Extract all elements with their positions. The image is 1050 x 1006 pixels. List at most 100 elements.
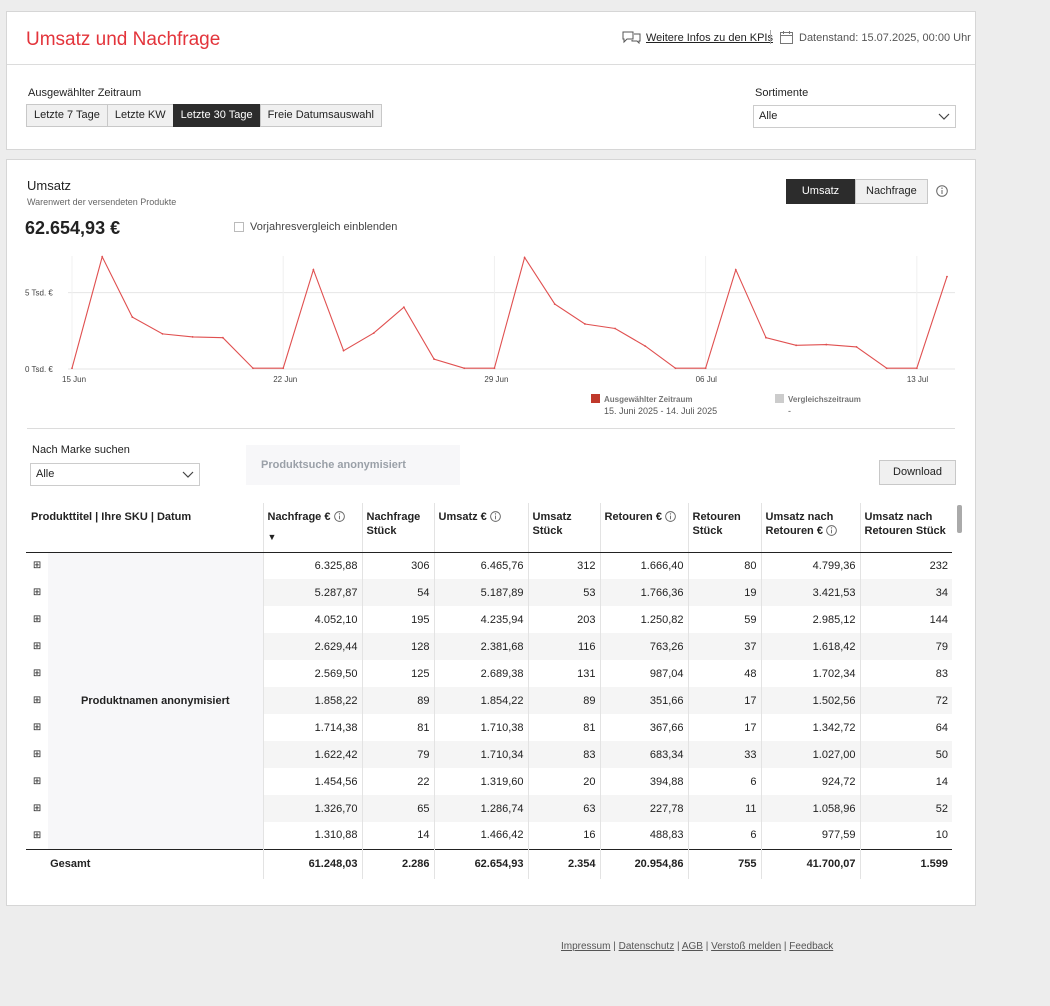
total-revenue: 62.654,93 € [25,218,121,238]
table-cell: 14 [362,822,435,849]
total-spacer [26,848,49,879]
product-search-input[interactable]: Produktsuche anonymisiert [246,445,460,485]
data-point [372,332,375,335]
sort-desc-icon[interactable]: ▼ [267,532,277,542]
table-cell: 488,83 [600,822,689,849]
table-cell: 16 [528,822,601,849]
table-cell: 4.235,94 [434,606,529,633]
table-header-row: Produkttitel | Ihre SKU | Datum Nachfrag… [26,503,952,553]
table-cell: 144 [929,613,948,626]
period-last-30-days[interactable]: Letzte 30 Tage [172,104,261,127]
table-cell: 1.710,38 [434,714,529,741]
data-point [252,367,254,370]
expand-icon[interactable]: ⊞ [32,641,42,652]
table-cell: 10 [935,829,948,842]
page-title: Umsatz und Nachfrage [26,29,221,50]
table-cell: 89 [528,687,601,714]
calendar-icon [780,31,793,44]
expand-icon[interactable]: ⊞ [32,803,42,814]
col-nachfrage-stk[interactable]: Nachfrage Stück [362,503,435,553]
table-cell: 1.027,00 [761,741,861,768]
col-umsatz-nach-retouren-eur[interactable]: Umsatz nach Retouren € [761,503,861,553]
legend-compare: Vergleichszeitraum - [775,394,861,416]
table-cell: 50 [860,741,952,768]
data-point [101,255,104,258]
x-tick-label: 29 Jun [484,375,508,384]
col-product[interactable]: Produkttitel | Ihre SKU | Datum [26,503,264,553]
legend-swatch-selected [591,394,600,403]
col-retouren-stk[interactable]: Retouren Stück [688,503,762,553]
col-umsatz-eur[interactable]: Umsatz € [434,503,529,553]
table-scrollbar[interactable] [957,505,962,533]
brand-select[interactable]: Alle [30,463,200,486]
col-retouren-eur[interactable]: Retouren € [600,503,689,553]
kpi-info-link[interactable]: Weitere Infos zu den KPIs [622,31,773,44]
period-last-week[interactable]: Letzte KW [106,104,174,127]
expand-icon[interactable]: ⊞ [32,668,42,679]
table-row: ⊞ 5.287,87 54 5.187,89 53 1.766,36 19 3.421,53 3… [26,579,952,606]
table-cell: 11 [688,795,762,822]
info-icon[interactable] [490,511,501,522]
table-cell: 17 [688,714,762,741]
expand-icon[interactable]: ⊞ [32,776,42,787]
info-icon[interactable] [665,511,676,522]
expand-icon[interactable]: ⊞ [32,722,42,733]
table-cell: 987,04 [600,660,689,687]
revenue-chart: 0 Tsd. € 5 Tsd. € 15 Jun 22 Jun 29 Jun 06 Jul… [25,255,955,384]
table-cell: 1.622,42 [263,741,363,768]
data-point [523,256,526,259]
toggle-umsatz[interactable]: Umsatz [786,179,855,204]
expand-icon[interactable]: ⊞ [32,695,42,706]
expand-icon[interactable]: ⊞ [32,587,42,598]
data-point [584,323,586,325]
footer-link-agb[interactable]: AGB [681,941,703,952]
expand-icon[interactable]: ⊞ [32,614,42,625]
period-last-7-days[interactable]: Letzte 7 Tage [26,104,108,127]
total-cell: 1.599 [860,848,952,879]
col-umsatz-nach-retouren-stk[interactable]: Umsatz nach Retouren Stück [860,503,952,553]
table-cell: 83 [528,741,601,768]
table-row: ⊞ 1.858,22 89 1.854,22 89 351,66 17 1.502,56 72 [26,687,952,714]
x-tick-label: 15 Jun [62,375,86,384]
kpi-link-label: Weitere Infos zu den KPIs [646,31,773,44]
section-title: Umsatz [27,178,72,193]
table-cell: 203 [528,606,601,633]
info-icon[interactable] [333,511,345,522]
table-cell: 4.799,36 [761,552,861,579]
table-cell: 1.666,40 [600,552,689,579]
data-point [312,268,315,271]
period-custom[interactable]: Freie Datumsauswahl [259,104,382,127]
col-umsatz-stk[interactable]: Umsatz Stück [528,503,601,553]
table-cell: 5.287,87 [263,579,363,606]
col-nachfrage-eur[interactable]: Nachfrage € ▼ [263,503,363,553]
expand-icon[interactable]: ⊞ [32,749,42,760]
footer-link-report[interactable]: Verstoß melden [711,941,782,952]
download-button[interactable]: Download [879,460,956,485]
table-cell: 1.502,56 [761,687,861,714]
table-cell: 59 [688,606,762,633]
info-icon[interactable] [826,525,837,536]
table-cell: 131 [528,660,601,687]
info-icon[interactable] [936,185,948,197]
table-cell: 232 [929,559,948,572]
footer-link-datenschutz[interactable]: Datenschutz [618,941,675,952]
table-cell: 1.454,56 [263,768,363,795]
footer-links: Impressum | Datenschutz | AGB | Verstoß … [561,941,834,952]
footer-link-impressum[interactable]: Impressum [561,941,611,952]
assortment-select[interactable]: Alle [753,105,956,128]
compare-checkbox[interactable]: Vorjahresvergleich einblenden [234,221,397,233]
footer-link-feedback[interactable]: Feedback [789,941,834,952]
expand-icon[interactable]: ⊞ [32,560,42,572]
expand-icon[interactable]: ⊞ [32,829,42,841]
section-subtitle: Warenwert der versendeten Produkte [27,197,177,207]
table-cell: 34 [860,579,952,606]
toggle-nachfrage[interactable]: Nachfrage [855,179,928,204]
checkbox-box[interactable] [234,222,244,232]
table-cell: 54 [362,579,435,606]
table-cell: 65 [362,795,435,822]
total-cell: 2.286 [362,848,435,879]
compare-label: Vorjahresvergleich einblenden [250,221,398,233]
table-cell: 33 [688,741,762,768]
table-row: ⊞ 4.052,10 195 4.235,94 203 1.250,82 59 2.985,1… [26,606,952,633]
legend-range-compare: - [788,406,791,416]
